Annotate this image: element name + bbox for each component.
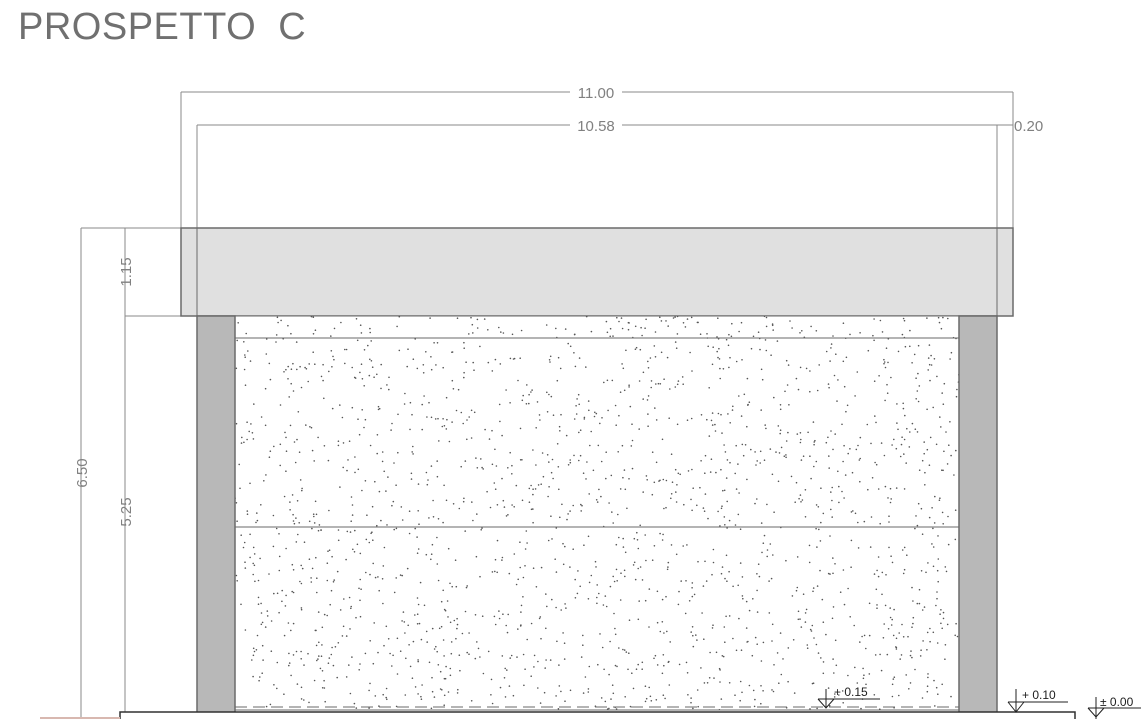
stipple-texture xyxy=(235,316,959,710)
dimension-overall-width: 11.00 xyxy=(180,84,1014,228)
right-column xyxy=(958,315,998,719)
beam-height-label: 1.15 xyxy=(118,257,135,286)
total-height-label: 6.50 xyxy=(74,458,91,487)
infill-wall-panel xyxy=(234,315,960,711)
level-marker-zero: ± 0.00 xyxy=(1087,695,1141,719)
overall-width-label: 11.00 xyxy=(578,85,614,102)
drawing-title: PROSPETTO C xyxy=(18,6,307,48)
wall-height-label: 5.25 xyxy=(118,497,135,526)
left-column xyxy=(196,315,236,719)
level-label-015: + 0.15 xyxy=(834,685,868,699)
dimension-wall-height: 5.25 xyxy=(118,316,135,719)
level-label-000: ± 0.00 xyxy=(1100,695,1134,709)
level-label-010: + 0.10 xyxy=(1022,688,1056,702)
dimension-total-height: 6.50 xyxy=(74,227,181,719)
side-offset-label: 0.20 xyxy=(1014,118,1043,135)
level-marker-plus-015: + 0.15 xyxy=(817,685,880,709)
level-marker-plus-010: + 0.10 xyxy=(1007,688,1068,713)
roof-beam xyxy=(180,227,1014,317)
inner-width-label: 10.58 xyxy=(577,118,615,135)
ground-base xyxy=(40,706,1076,719)
